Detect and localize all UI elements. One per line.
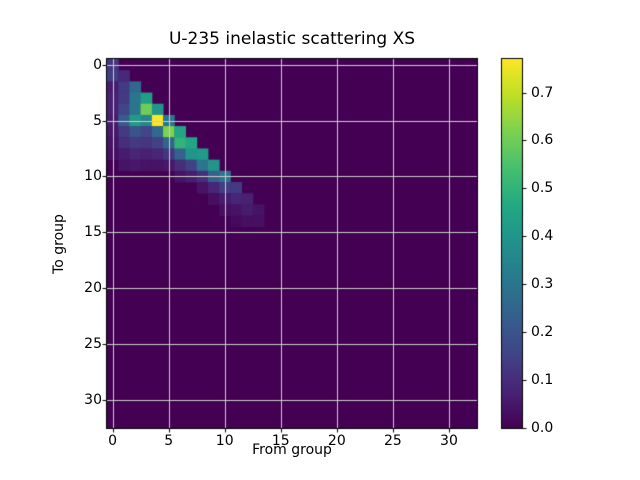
colorbar-tick-label: 0.2 xyxy=(531,324,554,341)
x-tick-label: 30 xyxy=(440,433,458,449)
x-axis-label: From group xyxy=(252,442,332,458)
colorbar-tick-label: 0.0 xyxy=(531,420,554,436)
x-tick-label: 20 xyxy=(327,433,346,449)
x-tick-label: 25 xyxy=(383,433,402,449)
x-tick-label: 5 xyxy=(164,433,174,449)
colorbar-tick-label: 0.7 xyxy=(531,84,554,101)
y-axis-label-text: To group xyxy=(51,214,67,274)
colorbar-tick-label: 0.5 xyxy=(531,180,554,197)
colorbar-tick-label: 0.6 xyxy=(531,132,554,149)
x-tick-label: 10 xyxy=(215,433,234,449)
y-tick-label: 0 xyxy=(93,56,102,73)
y-tick-label: 15 xyxy=(84,224,102,241)
y-tick-label: 30 xyxy=(84,392,102,409)
colorbar-tick-label: 0.3 xyxy=(531,276,554,293)
x-tick-label: 15 xyxy=(271,433,290,449)
x-tick-label: 0 xyxy=(108,433,118,449)
chart-title: U-235 inelastic scattering XS xyxy=(168,29,416,49)
y-tick-label: 5 xyxy=(93,112,102,129)
colorbar-tick-label: 0.4 xyxy=(531,228,554,245)
y-tick-label: 20 xyxy=(84,280,102,297)
colorbar-tick-label: 0.1 xyxy=(531,372,554,389)
y-tick-label: 25 xyxy=(84,336,102,353)
y-tick-label: 10 xyxy=(84,168,102,185)
